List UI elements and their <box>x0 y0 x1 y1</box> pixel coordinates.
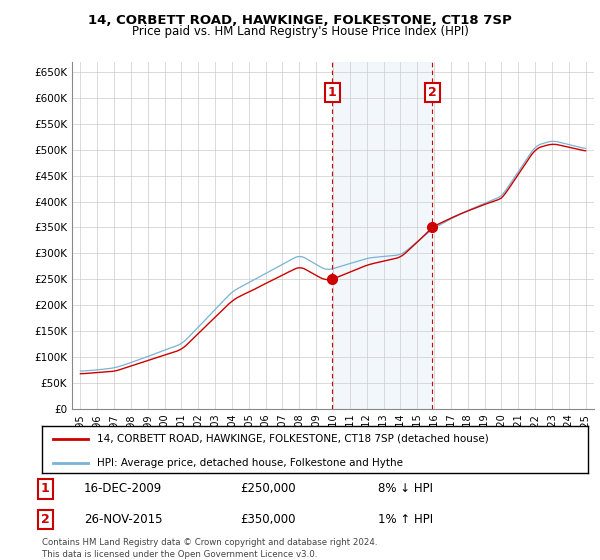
Text: 16-DEC-2009: 16-DEC-2009 <box>84 482 162 496</box>
Text: Contains HM Land Registry data © Crown copyright and database right 2024.
This d: Contains HM Land Registry data © Crown c… <box>42 538 377 559</box>
Text: 1: 1 <box>41 482 49 496</box>
Text: 2: 2 <box>41 513 49 526</box>
Text: Price paid vs. HM Land Registry's House Price Index (HPI): Price paid vs. HM Land Registry's House … <box>131 25 469 38</box>
Text: 1: 1 <box>328 86 337 99</box>
Text: 8% ↓ HPI: 8% ↓ HPI <box>378 482 433 496</box>
Text: 14, CORBETT ROAD, HAWKINGE, FOLKESTONE, CT18 7SP (detached house): 14, CORBETT ROAD, HAWKINGE, FOLKESTONE, … <box>97 434 488 444</box>
Text: 26-NOV-2015: 26-NOV-2015 <box>84 513 163 526</box>
Text: 1% ↑ HPI: 1% ↑ HPI <box>378 513 433 526</box>
Bar <box>332 62 433 409</box>
Text: £350,000: £350,000 <box>240 513 296 526</box>
Text: 14, CORBETT ROAD, HAWKINGE, FOLKESTONE, CT18 7SP: 14, CORBETT ROAD, HAWKINGE, FOLKESTONE, … <box>88 14 512 27</box>
Text: HPI: Average price, detached house, Folkestone and Hythe: HPI: Average price, detached house, Folk… <box>97 458 403 468</box>
Text: 2: 2 <box>428 86 437 99</box>
Text: £250,000: £250,000 <box>240 482 296 496</box>
